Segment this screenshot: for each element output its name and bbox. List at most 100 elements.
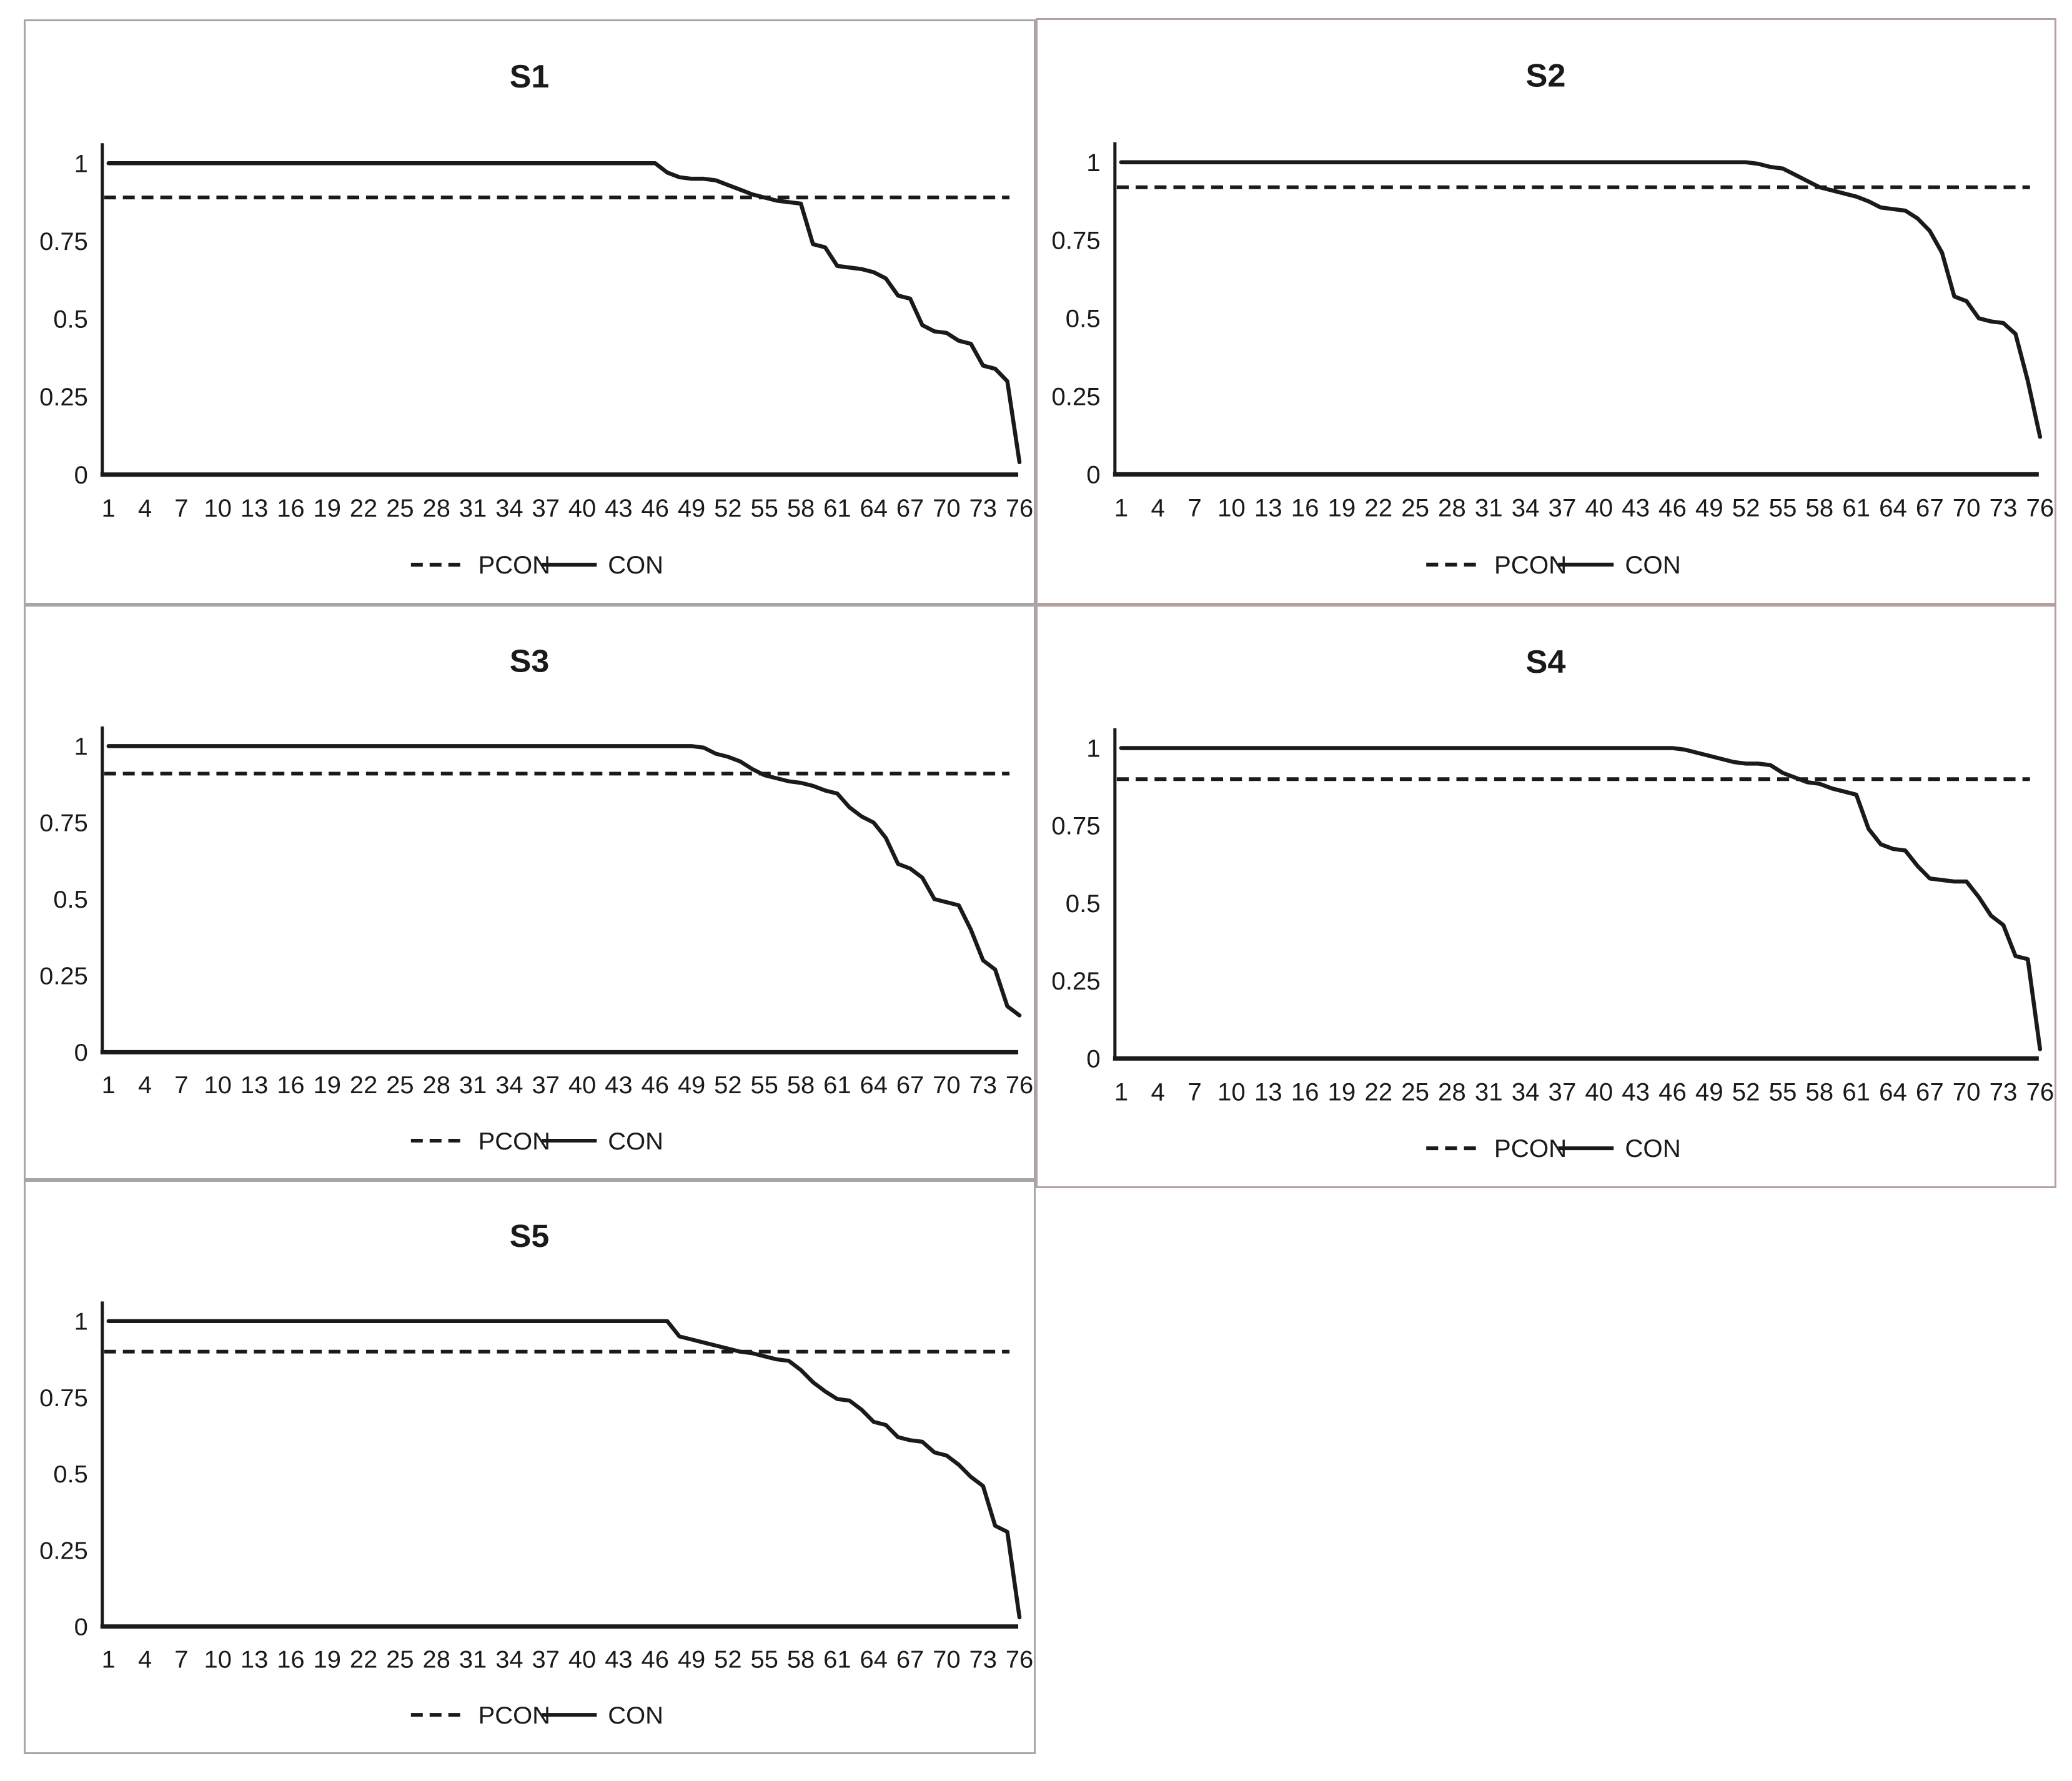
x-tick-label: 73: [1990, 1078, 2018, 1106]
x-tick-label: 61: [823, 1071, 851, 1099]
legend-con-label: CON: [1625, 551, 1680, 579]
x-tick-label: 34: [495, 1646, 523, 1674]
y-tick-label: 0: [74, 1614, 88, 1641]
x-tick-label: 64: [1879, 494, 1907, 522]
y-tick-label: 0.75: [1051, 227, 1100, 255]
x-tick-label: 25: [1401, 494, 1429, 522]
x-tick-label: 46: [642, 1071, 669, 1099]
y-tick-label: 0.25: [39, 1537, 88, 1565]
x-tick-label: 73: [969, 1071, 997, 1099]
x-tick-label: 70: [1953, 1078, 1981, 1106]
x-tick-label: 46: [642, 495, 669, 522]
x-tick-label: 16: [277, 1646, 304, 1674]
x-tick-label: 4: [138, 1071, 152, 1099]
x-tick-label: 19: [314, 1646, 341, 1674]
x-tick-label: 52: [714, 1071, 741, 1099]
x-tick-label: 70: [933, 495, 960, 522]
x-tick-label: 58: [787, 1071, 815, 1099]
y-tick-label: 0.75: [1051, 813, 1100, 840]
x-tick-label: 49: [1695, 1078, 1723, 1106]
y-tick-label: 0: [74, 1039, 88, 1066]
panel-s2: S2 1 0.75 0.5 0.25 0 1 4 7 10 13 16 19 22 25 28 31 34 37 40…: [1036, 18, 2056, 605]
x-tick-label: 40: [568, 495, 596, 522]
x-tick-label: 22: [1364, 494, 1392, 522]
x-tick-label: 7: [174, 1646, 188, 1674]
x-tick-label: 22: [350, 1646, 377, 1674]
y-tick-label: 0: [1086, 460, 1100, 489]
con-line: [106, 161, 1022, 465]
x-tick-label: 61: [1842, 494, 1870, 522]
x-tick-label: 13: [240, 495, 268, 522]
x-tick-label: 52: [1732, 1078, 1760, 1106]
y-tick-label: 0.5: [53, 886, 87, 913]
x-tick-label: 25: [1401, 1078, 1429, 1106]
y-tick-label: 0.75: [39, 810, 88, 837]
x-tick-label: 31: [459, 1071, 487, 1099]
x-tick-label: 31: [459, 495, 487, 522]
x-tick-label: 7: [1187, 494, 1201, 522]
x-tick-label: 43: [1622, 494, 1650, 522]
x-tick-label: 73: [1990, 494, 2018, 522]
x-tick-label: 55: [751, 495, 778, 522]
x-tick-label: 1: [1114, 494, 1128, 522]
legend-pcon-label: PCON: [478, 1702, 550, 1729]
y-tick-label: 0.25: [1051, 968, 1100, 995]
x-tick-label: 49: [678, 1071, 705, 1099]
x-tick-label: 25: [386, 1071, 414, 1099]
chart-title: S1: [510, 59, 549, 95]
x-tick-label: 31: [1475, 494, 1503, 522]
legend-pcon-label: PCON: [478, 552, 550, 579]
x-tick-label: 16: [277, 1071, 304, 1099]
x-tick-label: 10: [204, 1071, 232, 1099]
legend-pcon-label: PCON: [1494, 551, 1567, 579]
x-tick-label: 40: [1585, 1078, 1613, 1106]
y-tick-label: 0: [74, 462, 88, 489]
x-tick-label: 49: [678, 1646, 705, 1674]
x-tick-label: 28: [423, 1071, 450, 1099]
y-tick-label: 0.75: [39, 1384, 88, 1412]
x-tick-label: 58: [1805, 1078, 1833, 1106]
x-tick-label: 52: [714, 1646, 741, 1674]
x-tick-label: 31: [1475, 1078, 1503, 1106]
panel-s4: S4 1 0.75 0.5 0.25 0 1 4 7 10 13 16 19 22 25 28 31 34 37 40…: [1036, 605, 2056, 1188]
x-tick-label: 25: [386, 1646, 414, 1674]
con-line: [1119, 160, 2043, 439]
x-tick-label: 70: [933, 1646, 960, 1674]
x-tick-label: 61: [823, 495, 851, 522]
x-tick-label: 58: [787, 495, 815, 522]
x-tick-label: 22: [350, 1071, 377, 1099]
x-tick-label: 22: [350, 495, 377, 522]
con-line: [1119, 746, 2043, 1051]
x-tick-label: 64: [860, 1646, 888, 1674]
panel-s5: S5 1 0.75 0.5 0.25 0 1 4 7 10 13 16 19 22 25 28 31 34 37 40…: [24, 1180, 1036, 1754]
y-tick-label: 0.25: [39, 384, 88, 411]
x-tick-label: 10: [204, 495, 232, 522]
legend-con-label: CON: [608, 552, 663, 579]
x-tick-label: 67: [1916, 494, 1944, 522]
x-tick-label: 55: [1769, 1078, 1797, 1106]
y-tick-label: 0.5: [1066, 890, 1101, 918]
x-tick-label: 46: [642, 1646, 669, 1674]
x-tick-label: 43: [1622, 1078, 1650, 1106]
x-tick-label: 4: [138, 1646, 152, 1674]
panel-s1: S1 1 0.75 0.5 0.25 0 1 4 7 10 13 16 19 22 25 28 31 34 37 40…: [24, 19, 1036, 605]
x-tick-label: 43: [605, 1071, 632, 1099]
x-tick-label: 43: [605, 1646, 632, 1674]
y-tick-label: 0.75: [39, 228, 88, 255]
x-tick-label: 73: [969, 1646, 997, 1674]
x-tick-label: 10: [1217, 1078, 1246, 1106]
x-tick-label: 37: [1549, 494, 1577, 522]
x-tick-label: 28: [1438, 494, 1466, 522]
x-tick-label: 40: [568, 1071, 596, 1099]
y-tick-label: 1: [74, 733, 88, 760]
x-tick-label: 73: [969, 495, 997, 522]
x-tick-label: 64: [1879, 1078, 1907, 1106]
x-tick-label: 4: [1151, 1078, 1165, 1106]
x-tick-label: 58: [787, 1646, 815, 1674]
x-tick-label: 52: [1732, 494, 1760, 522]
x-tick-label: 13: [240, 1646, 268, 1674]
